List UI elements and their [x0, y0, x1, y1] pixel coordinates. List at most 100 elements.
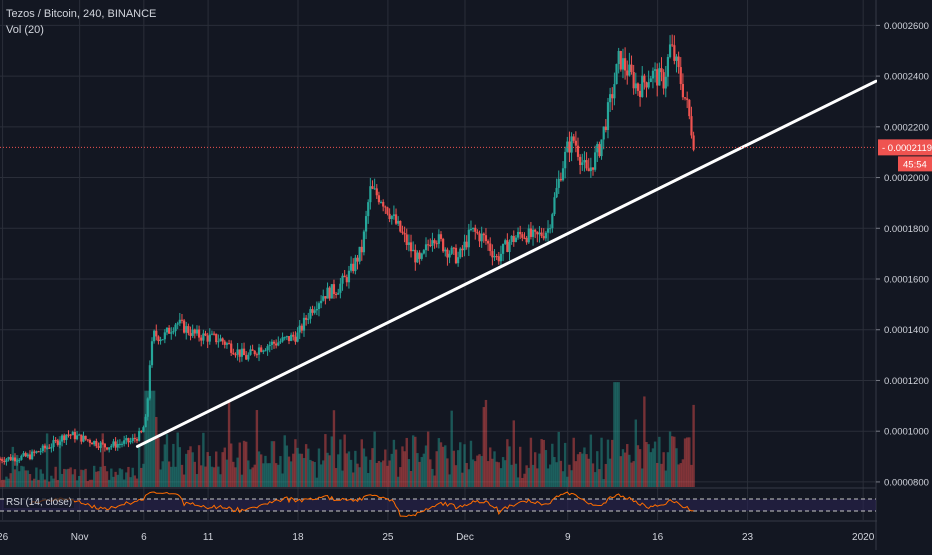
candle-body [474, 227, 477, 232]
candle-body [120, 443, 124, 445]
candle-body [320, 300, 323, 304]
volume-bar [638, 449, 642, 487]
volume-bar [623, 452, 627, 487]
candle-body [31, 451, 34, 460]
volume-bar [608, 458, 612, 487]
candle-body [476, 231, 479, 234]
candle-body [41, 445, 44, 452]
candle-body [679, 67, 682, 84]
volume-bar [420, 457, 423, 487]
candle-body [465, 241, 468, 248]
volume-bar [200, 465, 203, 487]
volume-bar [302, 458, 306, 487]
candle-body [636, 83, 640, 91]
volume-bar [285, 445, 289, 487]
volume-bar [167, 461, 171, 487]
candle-body [311, 309, 314, 313]
candle-body [43, 445, 47, 449]
candle-body [287, 336, 291, 341]
volume-bar [632, 461, 635, 487]
candle-body [564, 151, 567, 169]
volume-bar [52, 478, 55, 487]
volume-bar [294, 439, 297, 487]
candle-body [497, 256, 500, 262]
volume-bar [144, 390, 147, 487]
volume-bar [208, 455, 211, 487]
candle-body [24, 453, 27, 457]
candle-body [615, 64, 618, 85]
volume-bar [585, 454, 588, 487]
price-tick-label: 0.0002000 [884, 173, 929, 184]
rsi-line [29, 491, 694, 518]
volume-bar [373, 431, 376, 487]
volume-bar [401, 446, 404, 487]
candle-body [324, 296, 327, 299]
volume-bar [626, 444, 629, 487]
volume-bar [679, 463, 682, 487]
candle-body [26, 454, 29, 457]
volume-bar [482, 407, 486, 487]
candle-body [486, 241, 490, 244]
volume-bar [606, 439, 610, 487]
candle-body [114, 441, 117, 448]
volume-bar [563, 442, 567, 487]
candle-body [13, 457, 17, 462]
volume-bar [557, 431, 560, 487]
candle-body [373, 188, 376, 190]
time-tick-label: 2020 [852, 532, 875, 543]
candle-body [529, 228, 533, 237]
volume-bar [182, 474, 186, 487]
candle-body [217, 341, 220, 343]
candle-body [268, 344, 271, 347]
candle-body [183, 320, 186, 333]
candle-body [472, 227, 475, 229]
candle-body [589, 167, 592, 172]
volume-bar [125, 472, 128, 487]
candle-body [197, 329, 201, 338]
rsi-indicator-label[interactable]: RSI (14, close) [4, 497, 75, 508]
candle-body [658, 68, 661, 86]
candle-body [1, 459, 4, 461]
volume-bar [536, 468, 539, 487]
candle-body [28, 454, 32, 460]
volume-bar [377, 460, 381, 487]
candle-body [673, 45, 676, 61]
volume-indicator-label[interactable]: Vol (20) [6, 24, 44, 36]
volume-bar [13, 469, 17, 487]
volume-bar [118, 468, 122, 487]
candle-body [504, 240, 507, 244]
candle-body [634, 83, 637, 89]
candle-body [510, 235, 513, 243]
volume-bar [461, 472, 464, 487]
candle-body [628, 64, 631, 76]
candle-body [242, 348, 246, 356]
volume-bar [660, 463, 663, 487]
volume-bar [643, 396, 646, 487]
volume-bar [499, 468, 503, 487]
volume-bar [634, 419, 638, 487]
candle-body [345, 277, 348, 283]
time-tick-label: Dec [456, 532, 474, 543]
candle-body [112, 441, 115, 446]
candle-body [688, 99, 691, 117]
candle-body [585, 160, 588, 169]
candle-body [452, 247, 455, 249]
price-tick-label: 0.0002600 [884, 21, 929, 32]
volume-bar [405, 437, 408, 487]
volume-bar [37, 479, 40, 487]
volume-bar [596, 451, 599, 487]
candle-body [172, 331, 175, 333]
candle-body [343, 275, 346, 278]
volume-bar [0, 479, 4, 487]
candle-body [480, 233, 483, 242]
candle-body [69, 434, 72, 436]
symbol-title[interactable]: Tezos / Bitcoin, 240, BINANCE [6, 8, 157, 20]
volume-bar [135, 478, 139, 487]
candle-body [60, 435, 64, 442]
candle-body [459, 248, 462, 258]
candle-body [491, 251, 494, 258]
volume-bar [628, 454, 631, 487]
